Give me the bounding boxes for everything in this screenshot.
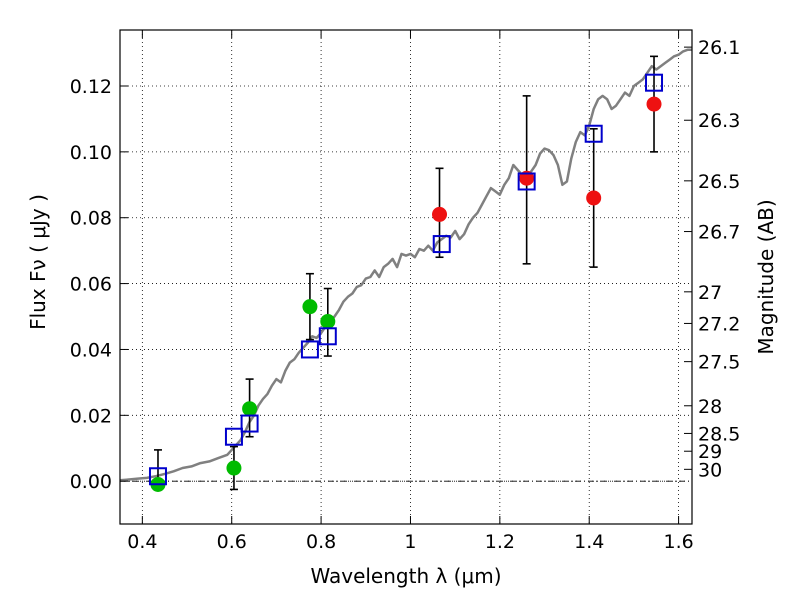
y2-axis-label: Magnitude (AB) <box>754 199 778 354</box>
x-axis-label: Wavelength λ (μm) <box>310 564 501 588</box>
axis-ticks: 0.4 0.6 0.8 1 1.2 1.4 1.6 0.00 0.02 0.04 0.06 0.08 0… <box>70 30 740 553</box>
red-observed-point <box>432 206 448 222</box>
y2-tick-label: 26.3 <box>698 110 740 132</box>
model-fluxes-square <box>584 124 603 143</box>
y-axis-label: Flux Fν ( μJy ) <box>26 194 50 330</box>
y-tick-label: 0.10 <box>70 142 112 164</box>
y-tick-label: 0.04 <box>70 339 112 361</box>
x-tick-label: 0.4 <box>127 531 157 553</box>
x-tick-label: 1.4 <box>574 531 604 553</box>
x-tick-label: 1 <box>404 531 416 553</box>
red-observed-point <box>586 190 602 206</box>
green-observed-point <box>320 313 336 329</box>
green-observed-point <box>242 401 258 417</box>
model-fluxes-square <box>432 235 451 254</box>
spectrum-path <box>119 48 692 482</box>
y-tick-label: 0.00 <box>70 471 112 493</box>
model-fluxes-square <box>645 73 664 92</box>
grid <box>120 30 692 524</box>
y-tick-label: 0.06 <box>70 274 112 296</box>
red-observed-point <box>646 96 662 112</box>
y2-tick-label: 30 <box>698 459 722 481</box>
x-tick-label: 0.8 <box>306 531 336 553</box>
y2-tick-label: 27 <box>698 282 722 304</box>
x-tick-label: 0.6 <box>217 531 247 553</box>
y2-tick-label: 27.5 <box>698 352 740 374</box>
y2-tick-label: 29 <box>698 441 722 463</box>
y2-tick-label: 26.1 <box>698 37 740 59</box>
plot-frame <box>119 29 693 525</box>
x-tick-label: 1.6 <box>663 531 693 553</box>
y2-tick-label: 27.2 <box>698 313 740 335</box>
y2-tick-label: 26.7 <box>698 222 740 244</box>
model-fluxes-square <box>224 427 243 446</box>
model-fluxes-square <box>148 467 167 486</box>
y-tick-label: 0.08 <box>70 208 112 230</box>
model-fluxes-square <box>300 340 319 359</box>
y-tick-label: 0.12 <box>70 76 112 98</box>
data-points <box>148 73 664 492</box>
green-observed-point <box>302 299 318 315</box>
model-fluxes-square <box>240 414 259 433</box>
model-spectrum-line <box>119 48 692 482</box>
y2-tick-label: 28 <box>698 396 722 418</box>
y2-tick-label: 26.5 <box>698 171 740 193</box>
y-tick-label: 0.02 <box>70 405 112 427</box>
x-tick-label: 1.2 <box>485 531 515 553</box>
y2-tick-label: 28.5 <box>698 423 740 445</box>
model-fluxes-square <box>517 172 536 191</box>
green-observed-point <box>226 460 242 476</box>
model-fluxes-square <box>318 327 337 346</box>
